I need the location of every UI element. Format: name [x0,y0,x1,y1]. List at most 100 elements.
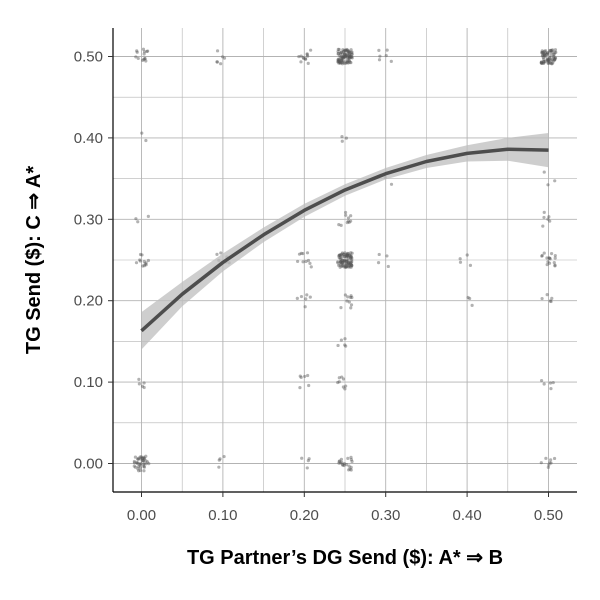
data-point [340,252,344,256]
data-point [344,263,349,267]
data-point [347,220,351,224]
data-point [349,455,353,459]
data-point [338,257,342,261]
data-point [349,458,353,462]
data-point [340,256,344,260]
data-point [347,261,351,265]
data-point [349,48,353,52]
data-point [347,58,351,63]
data-point [552,59,556,63]
data-point [336,260,340,264]
data-point [138,466,142,470]
data-point [137,382,141,386]
data-point [345,253,350,257]
data-point [142,57,146,61]
data-point [350,263,354,268]
data-point [350,258,354,262]
data-point [349,219,353,223]
data-point [349,55,353,59]
data-point [349,50,353,54]
data-point [542,57,546,62]
data-point [337,376,341,380]
data-point [307,457,311,461]
data-point [551,52,556,56]
data-point [337,263,341,267]
data-point [306,258,311,263]
data-point [340,56,344,60]
data-point [542,61,546,65]
data-point [337,459,341,464]
data-point [349,256,353,260]
data-point [309,48,313,52]
data-point [343,251,347,255]
data-point [349,263,354,267]
data-point [348,265,352,269]
data-point [340,251,345,255]
y-axis-ticks: 0.00 0.10 0.20 0.30 0.40 0.50 [74,48,113,473]
data-point [544,456,548,460]
data-point [344,384,348,388]
data-point [346,265,351,269]
data-point [296,259,300,264]
data-point [338,255,342,260]
data-point [552,54,556,59]
data-point [145,460,150,464]
data-point [344,259,348,263]
x-tick-label: 0.10 [208,507,237,524]
data-point [540,296,544,301]
data-point [348,467,352,471]
data-point [553,264,557,268]
y-tick-label: 0.40 [74,130,103,147]
data-point [342,254,346,259]
data-point [466,295,470,300]
data-point [550,296,554,300]
data-point [303,374,307,379]
data-point [338,253,342,258]
data-point [350,56,354,60]
data-point [345,61,349,65]
data-point [540,51,544,55]
data-point [542,215,546,220]
data-point [349,303,354,307]
data-point [344,255,348,259]
data-point [341,48,345,52]
data-point [542,382,546,386]
data-point [138,258,142,262]
data-point [468,263,473,267]
data-point [342,55,346,60]
data-point [342,252,346,256]
data-point [547,58,551,62]
data-point [545,52,549,57]
data-point [342,55,346,59]
data-point [143,57,147,61]
data-point [339,253,343,257]
data-point [304,259,308,264]
data-point [549,58,553,62]
data-point [346,258,350,262]
data-point [349,260,353,264]
data-point [349,55,353,59]
data-point [547,215,551,219]
data-point [139,457,143,461]
data-point [143,262,147,266]
data-point [385,48,389,52]
data-point [350,295,354,300]
data-point [138,252,143,257]
data-point [132,461,137,465]
data-point [137,469,141,473]
data-point [133,465,138,469]
data-point [344,265,348,269]
data-point [347,253,351,257]
data-point [340,258,344,263]
data-point [336,58,341,63]
data-point [345,253,349,257]
data-point [349,262,353,266]
data-point [344,254,348,258]
data-point [345,253,350,257]
data-point [295,296,299,301]
data-point [545,293,549,297]
data-point [341,50,346,54]
data-point [546,51,550,55]
data-point [337,380,341,384]
data-point [340,460,344,464]
